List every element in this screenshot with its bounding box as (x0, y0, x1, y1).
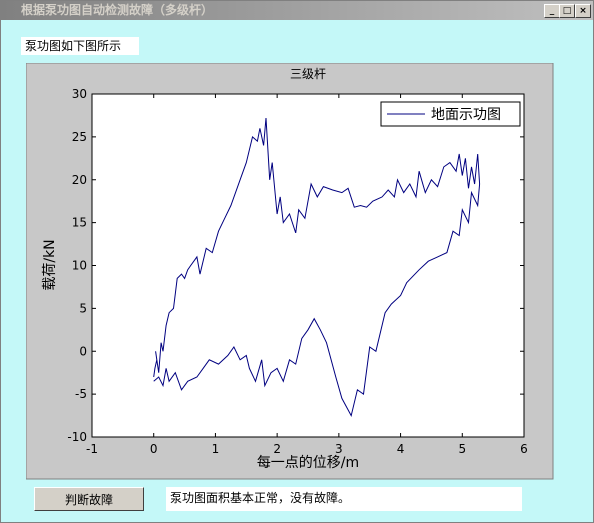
x-tick-label: 1 (212, 442, 220, 456)
label: 泵功图如下图所示 (21, 37, 139, 55)
x-tick-label: 4 (397, 442, 405, 456)
result-text: 泵功图面积基本正常，没有故障。 (166, 487, 522, 511)
window-title: 根据泵功图自动检测故障（多级杆） (21, 3, 214, 17)
plot-area (91, 93, 525, 438)
x-tick-label: 6 (520, 442, 528, 456)
x-tick-label: 3 (335, 442, 343, 456)
x-tick-label: 5 (458, 442, 466, 456)
x-tick-label: -1 (86, 442, 98, 456)
y-tick-label: 30 (72, 87, 87, 101)
y-tick-label: -5 (75, 387, 87, 401)
x-tick-label: 0 (150, 442, 158, 456)
y-tick-label: 5 (79, 301, 87, 315)
chart-title: 三级杆 (290, 67, 326, 81)
close-button[interactable]: × (575, 4, 591, 18)
legend-label: 地面示功图 (431, 107, 501, 123)
detect-button[interactable]: 判断故障 (34, 487, 144, 511)
y-tick-label: -10 (67, 430, 87, 444)
y-axis-label: 载荷/kN (42, 239, 58, 290)
minimize-button[interactable]: _ (544, 4, 560, 18)
title-bar: 根据泵功图自动检测故障（多级杆） _ □ × (1, 1, 593, 20)
y-tick-label: 20 (72, 173, 87, 187)
chart: 三级杆 每一点的位移/m 载荷/kN -1 0 1 2 3 4 5 6-10-50510152… (26, 63, 554, 480)
y-tick-label: 15 (72, 216, 87, 230)
x-tick-label: 2 (273, 442, 281, 456)
y-tick-label: 25 (72, 130, 87, 144)
maximize-button[interactable]: □ (559, 4, 575, 18)
y-tick-label: 0 (79, 344, 87, 358)
data-line (153, 117, 481, 417)
y-tick-label: 10 (72, 259, 87, 273)
x-axis-label: 每一点的位移/m (257, 455, 359, 471)
